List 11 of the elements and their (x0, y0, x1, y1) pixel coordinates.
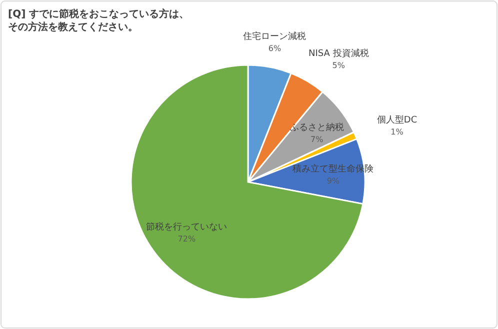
chart-title: [Q] すでに節税をおこなっている方は、その方法を教えてください。 (8, 8, 190, 33)
data-label: 6% (268, 44, 282, 53)
data-label: 9% (326, 176, 340, 186)
slice-label: 節税を行っていない (146, 222, 228, 233)
slice-label: 住宅ローン減税 (243, 30, 306, 42)
slice-label: NISA 投資減税 (308, 48, 369, 60)
data-label: 1% (390, 127, 404, 136)
slice-label: 個人型DC (376, 114, 418, 126)
data-label: 72% (178, 234, 196, 244)
data-label: 7% (310, 135, 324, 144)
data-label: 5% (332, 61, 346, 70)
